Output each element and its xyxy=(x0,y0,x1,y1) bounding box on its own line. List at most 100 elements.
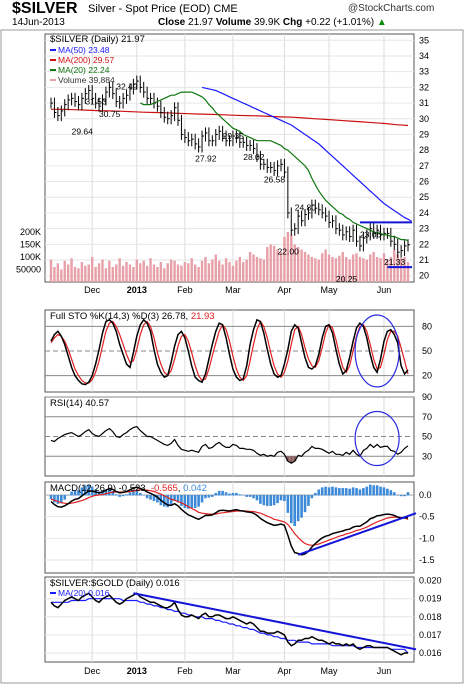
ratio-x-tick-label: Apr xyxy=(277,666,291,676)
price-panel-frame xyxy=(44,33,415,283)
price-y-tick: 32 xyxy=(419,82,429,92)
macd-histogram-bar xyxy=(228,493,231,496)
volume-bar xyxy=(235,260,238,282)
macd-y-tick: 0.0 xyxy=(419,490,432,500)
volume-bar xyxy=(169,259,173,282)
rsi-oversold-fill xyxy=(289,456,293,464)
volume-bar xyxy=(84,265,87,282)
price-annotation: 20.25 xyxy=(336,274,358,284)
macd-histogram-bar xyxy=(125,494,128,496)
volume-bar xyxy=(135,259,139,282)
price-y-tick: 33 xyxy=(419,67,429,77)
macd-histogram-bar xyxy=(314,492,317,496)
macd-histogram-bar xyxy=(324,486,327,496)
chg-arrow-icon: ▲ xyxy=(376,17,387,28)
price-y-tick: 26 xyxy=(419,177,429,187)
ratio-x-tick-label: 2013 xyxy=(127,666,147,676)
macd-histogram-bar xyxy=(358,489,362,496)
macd-histogram-bar xyxy=(241,495,245,496)
rsi-y-tick: 50 xyxy=(422,432,432,442)
macd-histogram-bar xyxy=(265,495,269,506)
macd-histogram-bar xyxy=(399,495,403,497)
x-tick-label: Jun xyxy=(377,285,392,295)
volume-bar xyxy=(128,264,132,282)
price-annotation: 22.00 xyxy=(278,246,300,256)
volume-bar xyxy=(269,244,272,282)
volume-bar xyxy=(399,258,403,282)
macd-histogram-bar xyxy=(355,488,358,496)
stoch-title: Full STO %K(14,3) %D(3) 26.78, 21.93 xyxy=(50,311,215,322)
volume-bar xyxy=(56,263,60,282)
macd-trendline xyxy=(297,512,417,556)
macd-histogram-bar xyxy=(118,495,121,497)
volume-bar xyxy=(77,268,80,282)
volume-bar xyxy=(49,259,53,282)
macd-histogram-bar xyxy=(289,495,293,524)
price-annotation: 26.58 xyxy=(264,174,286,184)
volume-bar xyxy=(121,265,125,282)
volume-bar xyxy=(152,264,156,282)
macd-histogram-bar xyxy=(152,495,156,502)
macd-histogram-bar xyxy=(389,490,393,496)
macd-histogram-bar xyxy=(217,490,221,496)
ma20-line xyxy=(140,91,409,242)
macd-histogram-bar xyxy=(365,486,369,496)
macd-y-tick: -1.5 xyxy=(419,555,435,565)
rsi-line xyxy=(50,425,409,464)
macd-title: MACD(12,26,9) -0.523, -0.565, 0.042 xyxy=(50,483,207,494)
macd-histogram-bar xyxy=(368,484,372,496)
quote-date: 14Jun-2013 xyxy=(12,17,65,28)
macd-histogram-bar xyxy=(262,495,266,506)
macd-histogram-bar xyxy=(190,495,194,508)
stoch-k-value: 26.78, xyxy=(162,311,191,322)
volume-bar xyxy=(365,259,369,282)
volume-bar xyxy=(276,249,279,282)
price-y-tick: 35 xyxy=(419,35,429,45)
volume-bar xyxy=(190,258,193,282)
ratio-x-tick-label: Feb xyxy=(177,666,193,676)
volume-bar xyxy=(238,257,241,282)
macd-histogram-bar xyxy=(108,488,111,496)
close-label: Close xyxy=(158,17,186,28)
macd-line xyxy=(50,486,409,556)
macd-histogram-bar xyxy=(238,494,242,496)
ratio-panel-frame xyxy=(44,576,415,663)
macd-histogram-bar xyxy=(320,487,324,496)
stoch-y-tick: 80 xyxy=(422,321,432,331)
volume-bar xyxy=(279,252,283,282)
macd-signal-line xyxy=(50,489,409,546)
price-y-tick: 24 xyxy=(419,208,429,218)
price-y-tick: 25 xyxy=(419,192,429,202)
macd-histogram-bar xyxy=(269,495,272,506)
macd-histogram-bar xyxy=(331,486,334,496)
volume-bar xyxy=(101,259,104,282)
volume-bar xyxy=(228,262,231,282)
volume-bar xyxy=(283,237,286,282)
ratio-y-tick: 0.018 xyxy=(419,612,442,622)
ratio-x-tick-label: May xyxy=(321,666,339,676)
legend-entry: Volume 39,884 xyxy=(58,75,115,85)
ratio-y-tick: 0.016 xyxy=(419,648,442,658)
volume-bar xyxy=(66,264,70,282)
volume-bar xyxy=(173,260,176,282)
price-annotation: 24.80 xyxy=(295,202,317,212)
macd-histogram-bar xyxy=(214,492,218,496)
macd-histogram-bar xyxy=(180,495,183,506)
macd-histogram-bar xyxy=(231,492,235,496)
volume-bar xyxy=(94,267,97,282)
price-annotation: 32.49 xyxy=(116,82,138,92)
volume-bar xyxy=(156,267,159,282)
macd-histogram-bar xyxy=(121,495,125,497)
close-value: 21.97 xyxy=(188,17,214,28)
x-tick-label: May xyxy=(321,285,339,295)
macd-histogram-bar xyxy=(49,495,53,499)
macd-histogram-bar xyxy=(183,495,187,508)
macd-histogram-bar xyxy=(372,485,375,496)
macd-histogram-bar xyxy=(80,487,84,496)
macd-histogram-bar xyxy=(207,495,211,498)
watermark: @StockCharts.com xyxy=(348,3,435,14)
macd-histogram-bar xyxy=(283,495,286,502)
volume-bar xyxy=(176,264,180,282)
volume-bar xyxy=(403,257,406,282)
